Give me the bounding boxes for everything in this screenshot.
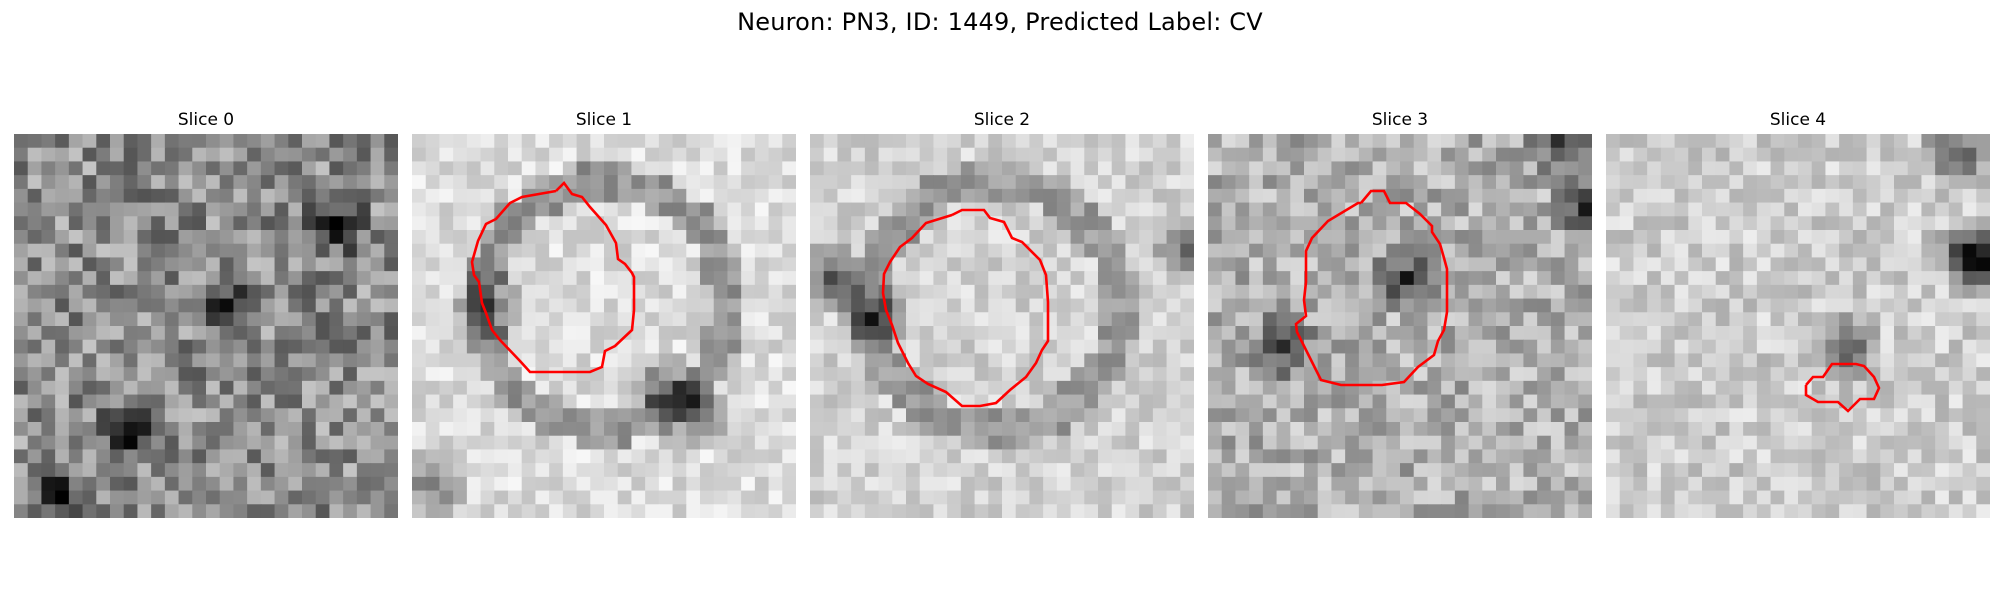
- slice-image-2: [810, 134, 1194, 518]
- slice-title: Slice 0: [177, 110, 235, 130]
- slice-image-0: [14, 134, 398, 518]
- slice-panel-0: Slice 0: [14, 108, 398, 518]
- slice-title: Slice 2: [973, 110, 1031, 130]
- slice-title: Slice 3: [1371, 110, 1429, 130]
- slice-panel-4: Slice 4: [1606, 108, 1990, 518]
- slice-panel-3: Slice 3: [1208, 108, 1592, 518]
- slice-panel-1: Slice 1: [412, 108, 796, 518]
- noise-image: [14, 134, 398, 518]
- slice-title: Slice 1: [575, 110, 633, 130]
- slice-title: Slice 4: [1769, 110, 1827, 130]
- slice-image-4: [1606, 134, 1990, 518]
- noise-image: [412, 134, 796, 518]
- roi-contour: [1804, 362, 1881, 413]
- noise-image: [1606, 134, 1990, 518]
- noise-image: [810, 134, 1194, 518]
- roi-contour: [881, 208, 1050, 408]
- noise-image: [1208, 134, 1592, 518]
- slice-image-1: [412, 134, 796, 518]
- roi-contour: [470, 181, 636, 374]
- slice-panel-2: Slice 2: [810, 108, 1194, 518]
- slice-image-3: [1208, 134, 1592, 518]
- figure-title: Neuron: PN3, ID: 1449, Predicted Label: …: [737, 8, 1263, 36]
- roi-contour: [1294, 189, 1449, 387]
